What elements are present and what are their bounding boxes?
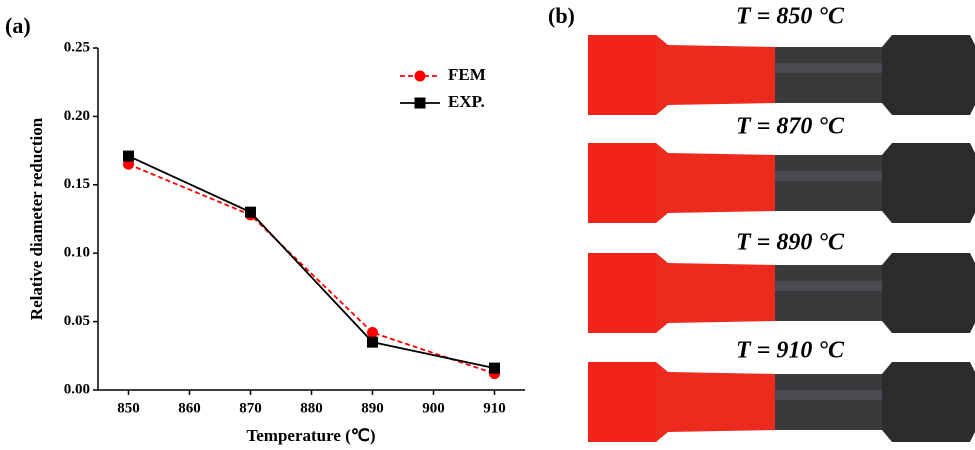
specimen-label: T = 890 °C (736, 230, 845, 256)
y-tick-label: 0.20 (64, 108, 90, 124)
x-tick-label: 860 (178, 400, 201, 416)
x-tick-label: 890 (361, 400, 384, 416)
y-tick-label: 0.05 (64, 313, 90, 329)
specimen-highlight (775, 390, 882, 400)
series-line (128, 155, 495, 369)
specimen-dark-gauge (775, 155, 882, 211)
specimen-flange (882, 143, 975, 223)
specimen-flange (882, 35, 975, 115)
point (414, 97, 426, 109)
y-tick-label: 0.00 (64, 381, 90, 397)
specimen-flange (882, 253, 975, 333)
series-line (128, 163, 495, 375)
specimen-highlight (775, 281, 882, 291)
point (489, 362, 500, 374)
x-tick-label: 850 (117, 400, 140, 416)
specimen-dark-gauge (775, 265, 882, 321)
specimen-grip (588, 35, 656, 115)
x-tick-label: 900 (422, 400, 445, 416)
specimen-flange (882, 362, 975, 442)
y-tick-label: 0.10 (64, 245, 90, 261)
specimen-red-gauge (656, 35, 778, 115)
specimen-grip (588, 362, 656, 442)
specimen-label: T = 850 °C (736, 4, 845, 30)
specimen-grip (588, 253, 656, 333)
legend-label: EXP. (448, 92, 485, 111)
specimen-label: T = 910 °C (736, 338, 845, 364)
panel-label: (a) (5, 13, 31, 38)
specimen-dark-gauge (775, 47, 882, 103)
specimen-red-gauge (656, 362, 778, 442)
x-tick-label: 870 (239, 400, 262, 416)
y-axis-label: Relative diameter reduction (27, 117, 46, 320)
specimen-highlight (775, 171, 882, 181)
point (123, 150, 134, 162)
specimen (588, 35, 975, 115)
specimen-red-gauge (656, 143, 778, 223)
specimen-dark-gauge (775, 374, 882, 430)
point (414, 70, 426, 82)
x-axis-label: Temperature (℃) (246, 426, 375, 445)
specimen-highlight (775, 63, 882, 73)
x-tick-label: 880 (300, 400, 323, 416)
specimen (588, 143, 975, 223)
y-tick-label: 0.25 (64, 39, 90, 55)
point (367, 336, 378, 348)
panel-label: (b) (548, 3, 575, 28)
x-tick-label: 910 (483, 400, 506, 416)
legend-label: FEM (448, 65, 486, 84)
specimen-label: T = 870 °C (736, 114, 845, 140)
y-tick-label: 0.15 (64, 176, 90, 192)
point (245, 206, 256, 218)
specimen (588, 362, 975, 442)
specimen-red-gauge (656, 253, 778, 333)
specimen-grip (588, 143, 656, 223)
point (367, 327, 378, 339)
specimen (588, 253, 975, 333)
